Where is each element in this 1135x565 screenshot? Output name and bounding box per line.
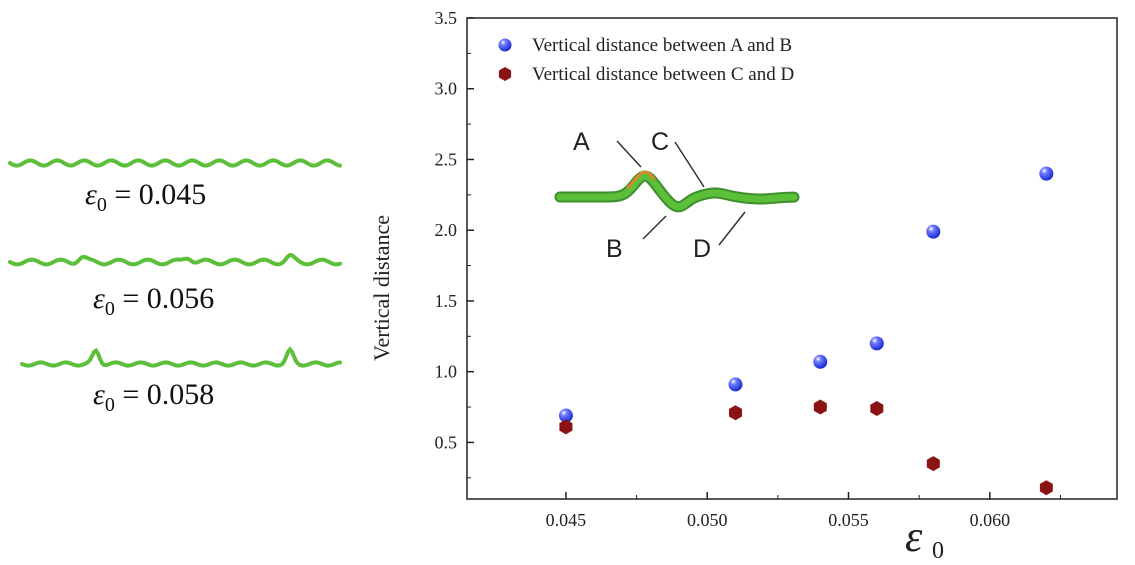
y-tick-label: 1.0 xyxy=(435,362,458,382)
strain-label-3: ε0 = 0.058 xyxy=(93,378,215,416)
inset-label-b: B xyxy=(606,235,623,263)
point-cd xyxy=(813,399,827,415)
point-cd xyxy=(870,401,884,416)
pointer-a xyxy=(616,140,642,168)
axes: 0.5 1.0 1.5 2.0 2.5 3.0 3.5 0.045 0.050 0.055 0.06… xyxy=(435,8,1118,530)
y-tick-label: 3.0 xyxy=(435,79,458,99)
inset-fiber-crest xyxy=(626,170,656,189)
legend-marker-ab xyxy=(498,38,512,52)
pointer-d xyxy=(718,211,746,246)
y-axis-label: Vertical distance xyxy=(369,215,394,361)
x-tick-label: 0.045 xyxy=(546,510,587,530)
strain-illustration-panel: ε0 = 0.045 ε0 = 0.056 ε0 = 0.058 xyxy=(0,0,360,565)
y-tick-label: 0.5 xyxy=(435,432,458,452)
x-axis-label: ε 0 xyxy=(905,512,944,564)
point-ab xyxy=(813,354,828,369)
point-ab xyxy=(1039,166,1054,181)
data-points xyxy=(558,166,1054,496)
point-cd xyxy=(729,405,742,421)
fiber-illustrations xyxy=(8,158,342,368)
inset-label-d: D xyxy=(693,235,711,263)
pointer-b xyxy=(642,215,667,240)
pointer-c xyxy=(674,141,705,188)
legend-marker-cd xyxy=(498,67,512,81)
point-cd xyxy=(926,456,940,472)
point-ab xyxy=(869,336,884,351)
fiber-strain-0056 xyxy=(8,252,342,267)
y-tick-label: 2.0 xyxy=(435,220,458,240)
point-cd xyxy=(559,419,573,435)
legend-label-cd: Vertical distance between C and D xyxy=(532,64,794,85)
point-ab xyxy=(926,224,941,239)
fiber-strain-0045 xyxy=(8,158,342,168)
strain-label-2: ε0 = 0.056 xyxy=(93,282,215,320)
x-tick-label: 0.060 xyxy=(970,510,1011,530)
x-axis-label-symbol: ε xyxy=(905,512,923,561)
inset-fiber xyxy=(556,172,798,211)
x-axis-label-subscript: 0 xyxy=(932,538,944,564)
strain-label-1: ε0 = 0.045 xyxy=(85,178,207,216)
inset-label-a: A xyxy=(573,128,590,156)
y-tick-label: 2.5 xyxy=(435,149,458,169)
plot-frame xyxy=(466,17,1118,500)
point-ab xyxy=(728,377,743,392)
inset-label-c: C xyxy=(651,128,669,156)
x-tick-label: 0.055 xyxy=(828,510,869,530)
y-tick-label: 1.5 xyxy=(435,291,458,311)
fiber-strain-0058 xyxy=(20,346,342,368)
y-tick-label: 3.5 xyxy=(435,8,458,28)
legend: Vertical distance between A and B Vertic… xyxy=(498,35,794,85)
x-tick-label: 0.050 xyxy=(687,510,728,530)
legend-label-ab: Vertical distance between A and B xyxy=(532,35,792,56)
point-cd xyxy=(1039,480,1053,496)
inset-fiber-diagram: A C B D xyxy=(554,128,800,263)
point-ab xyxy=(558,408,573,423)
